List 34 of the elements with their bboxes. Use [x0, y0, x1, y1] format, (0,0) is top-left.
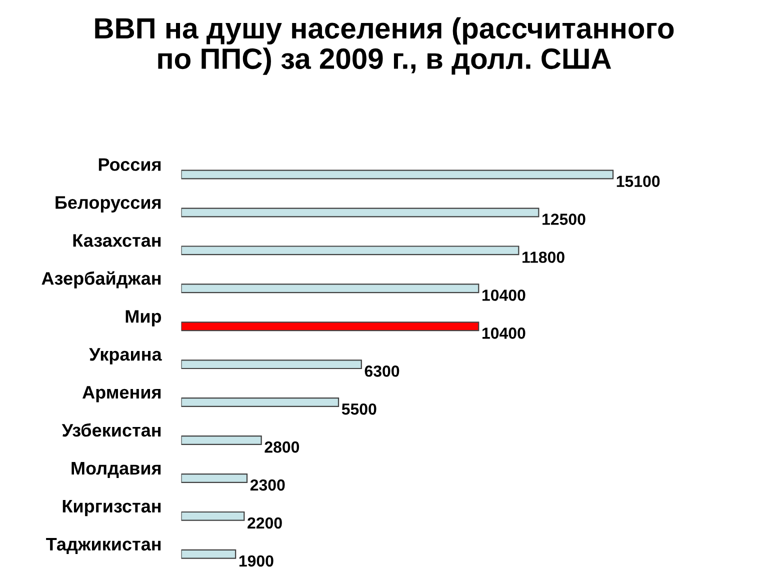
- bar: [181, 398, 340, 408]
- bar: [181, 511, 245, 521]
- data-label: 10400: [482, 290, 526, 301]
- y-tick-label: Белоруссия: [56, 196, 161, 212]
- data-label: 6300: [364, 366, 400, 377]
- y-tick-label: Россия: [98, 158, 161, 171]
- y-tick-label: Казахстан: [73, 234, 161, 247]
- data-label: 2800: [264, 441, 300, 453]
- data-label: 12500: [542, 214, 586, 225]
- y-tick-label: Киргизстан: [62, 500, 161, 516]
- y-tick-label: Мир: [126, 310, 162, 326]
- bar: [181, 208, 540, 218]
- y-tick-label: Армения: [82, 386, 161, 402]
- data-label: 1900: [239, 555, 274, 567]
- bar: [181, 284, 480, 294]
- y-tick-label: Украина: [89, 348, 162, 364]
- y-tick-label: Узбекистан: [62, 423, 161, 437]
- bar: [181, 322, 480, 332]
- chart-title: ВВП на душу населения (рассчитанного по ППС) за 2009 г., в долл. США: [95, 17, 674, 75]
- data-label: 11800: [522, 252, 564, 263]
- data-label: 10400: [482, 328, 526, 339]
- y-tick-label: Таджикистан: [46, 538, 161, 554]
- data-label: 2300: [250, 479, 285, 491]
- bar: [181, 549, 236, 559]
- y-tick-label: Азербайджан: [42, 271, 161, 288]
- bar: [181, 170, 614, 180]
- data-label: 15100: [616, 176, 660, 187]
- bar: [181, 246, 520, 256]
- data-label: 2200: [248, 517, 282, 529]
- data-label: 5500: [342, 403, 376, 415]
- bar: [181, 473, 248, 483]
- bar: [181, 436, 262, 445]
- bar: [181, 360, 362, 370]
- y-tick-label: Молдавия: [72, 462, 161, 478]
